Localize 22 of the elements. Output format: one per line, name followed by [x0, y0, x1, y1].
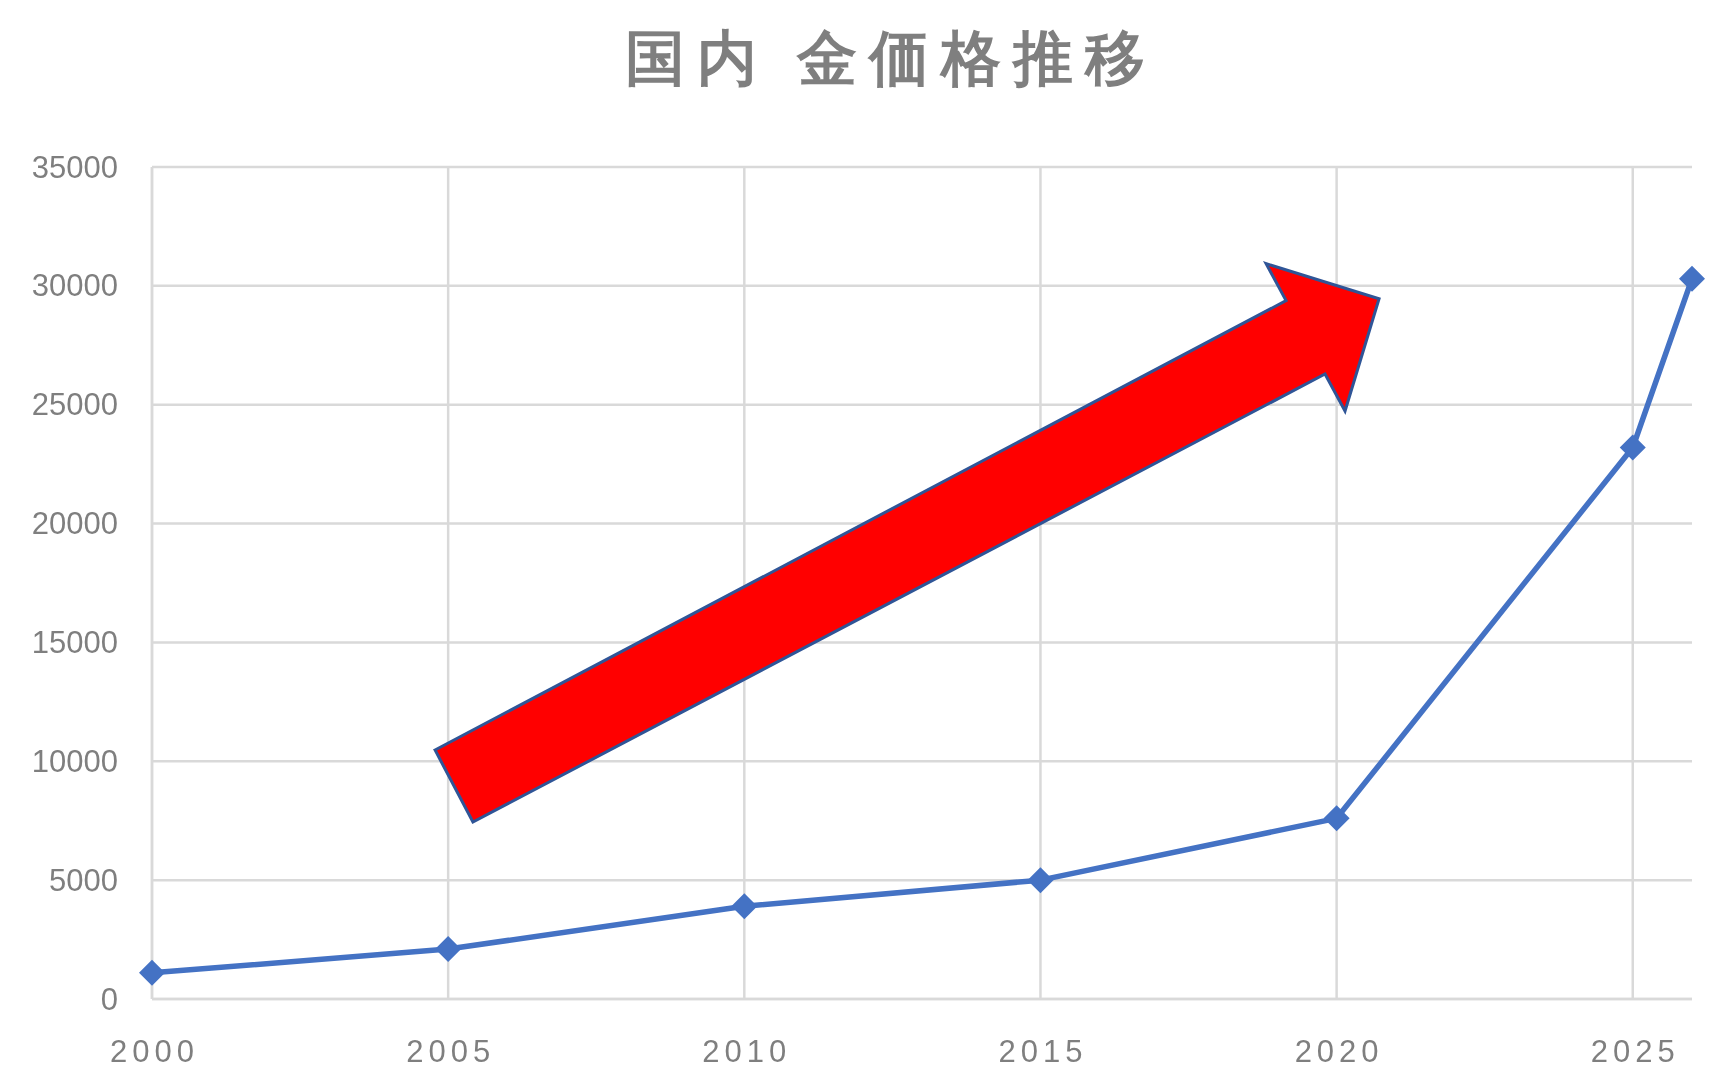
x-tick-label: 2025: [1590, 1033, 1680, 1069]
y-tick-label: 5000: [49, 862, 118, 898]
point: [1679, 265, 1705, 292]
point: [1323, 805, 1350, 832]
y-tick-label: 35000: [31, 149, 118, 185]
y-tick-label: 25000: [31, 387, 118, 423]
point: [435, 936, 462, 963]
y-tick-label: 10000: [31, 743, 118, 779]
point: [1619, 434, 1646, 461]
y-tick-label: 20000: [31, 506, 118, 542]
x-tick-label: 2020: [1294, 1033, 1384, 1069]
x-tick-label: 2015: [998, 1033, 1088, 1069]
point: [139, 959, 165, 986]
point: [1027, 867, 1054, 894]
y-tick-label: 0: [100, 981, 118, 1017]
y-tick-label: 15000: [31, 624, 118, 660]
x-tick-label: 2010: [702, 1033, 792, 1069]
y-tick-label: 30000: [31, 268, 118, 304]
x-tick-label: 2005: [406, 1033, 496, 1069]
point: [731, 893, 758, 920]
chart-title: 国内 金価格推移: [624, 25, 1158, 92]
x-tick-label: 2000: [110, 1033, 199, 1069]
